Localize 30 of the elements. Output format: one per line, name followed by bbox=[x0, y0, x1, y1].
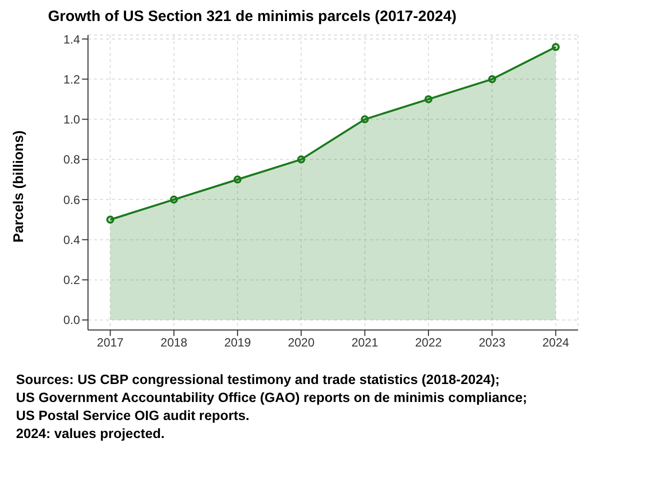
x-tick-label: 2018 bbox=[160, 336, 188, 350]
text: US Postal Service OIG audit reports. bbox=[16, 407, 250, 425]
point bbox=[360, 115, 369, 124]
y-tick-label: 0.4 bbox=[63, 232, 80, 247]
y-tick-label: 0.8 bbox=[63, 152, 80, 167]
x-tick-label: 2022 bbox=[415, 336, 442, 350]
point bbox=[297, 155, 306, 164]
x-tick-label: 2021 bbox=[351, 336, 378, 350]
y-tick-label: 1.4 bbox=[63, 32, 80, 46]
y-tick-label: 1.0 bbox=[63, 112, 80, 127]
y-tick-label: 0.0 bbox=[63, 313, 80, 328]
point bbox=[424, 95, 432, 104]
point bbox=[488, 75, 496, 84]
text: 2024: values projected. bbox=[16, 425, 166, 443]
point bbox=[170, 196, 178, 204]
y-tick-label: 1.2 bbox=[63, 72, 80, 86]
y-tick-label: 0.2 bbox=[63, 273, 80, 288]
x-tick-label: 2020 bbox=[288, 336, 315, 350]
x-tick-label: 2023 bbox=[478, 336, 506, 350]
x-tick-label: 2019 bbox=[224, 336, 252, 350]
y-axis-title: Parcels (billions) bbox=[10, 130, 26, 242]
x-tick-label: 2024 bbox=[542, 336, 570, 350]
text: US Government Accountability Office (GAO) reports on de minimis compliance; bbox=[16, 389, 528, 407]
chart-title: Growth of US Section 321 de minimis parcels (2017-2024) bbox=[47, 8, 458, 25]
source-note: Sources: US CBP congressional testimony and trade statistics (2018-2024); bbox=[16, 371, 501, 389]
x-tick-label: 2017 bbox=[96, 336, 124, 350]
point bbox=[552, 43, 560, 52]
y-tick-label: 0.6 bbox=[63, 192, 80, 207]
point bbox=[106, 216, 114, 224]
point bbox=[234, 175, 242, 184]
